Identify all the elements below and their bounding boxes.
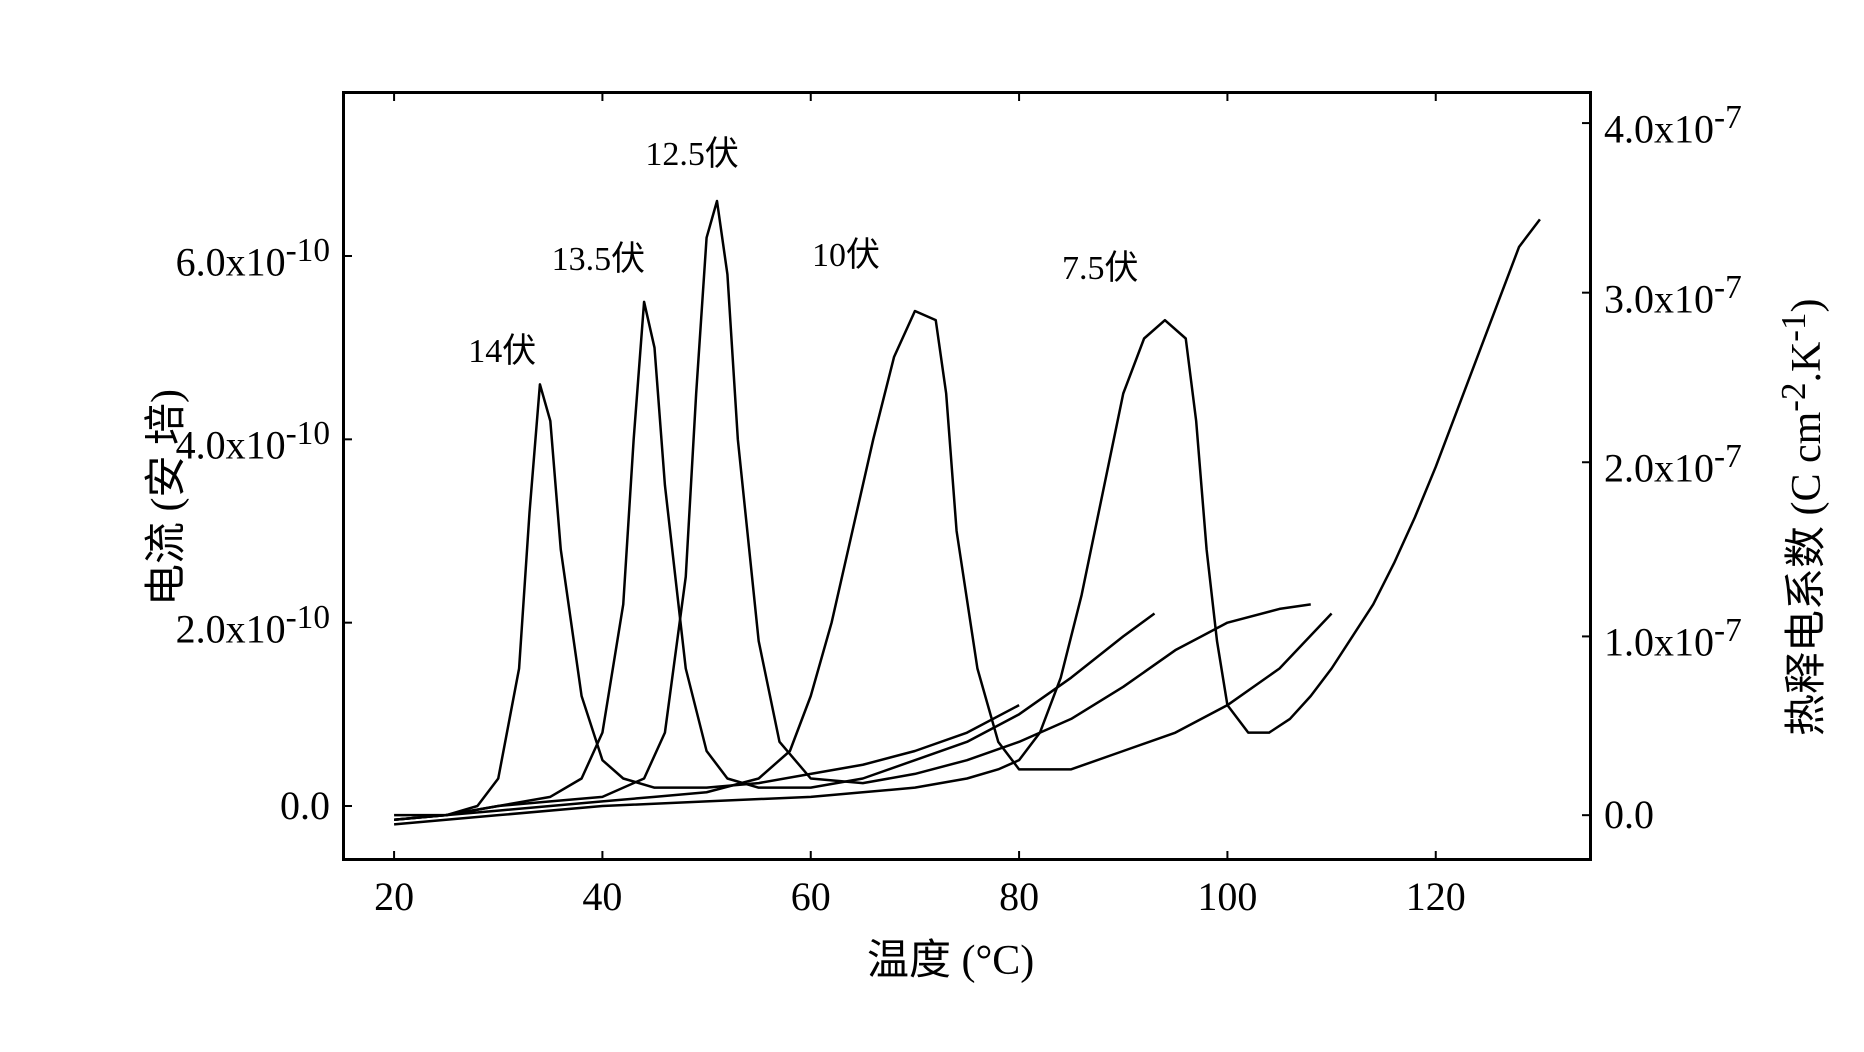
x-tick-label: 80 [989,873,1049,920]
x-tick-label: 60 [781,873,841,920]
y-right-tick-label: 4.0x10-7 [1604,99,1742,152]
series-line [394,201,1311,820]
x-tick-label: 40 [572,873,632,920]
chart-svg [82,51,1782,1001]
x-tick-label: 120 [1406,873,1466,920]
y-right-tick-label: 1.0x10-7 [1604,612,1742,665]
y-right-tick-label: 2.0x10-7 [1604,438,1742,491]
series-label: 7.5伏 [1062,240,1139,289]
series-line [394,302,1154,820]
y-left-tick-label: 2.0x10-10 [176,599,330,652]
y-left-tick-label: 6.0x10-10 [176,232,330,285]
series-label: 13.5伏 [552,231,646,280]
x-tick-label: 20 [364,873,424,920]
y-right-tick-label: 3.0x10-7 [1604,269,1742,322]
series-label: 10伏 [812,227,880,276]
y-left-tick-label: 0.0 [280,782,330,829]
x-tick-label: 100 [1197,873,1257,920]
series-label: 12.5伏 [645,126,739,175]
series-label: 14伏 [468,323,536,372]
chart-container: 温度 (°C) 电流 (安 培) 热释电系数 (C cm-2.K-1) 2040… [82,51,1782,1001]
y-right-tick-label: 0.0 [1604,791,1654,838]
y-left-tick-label: 4.0x10-10 [176,415,330,468]
